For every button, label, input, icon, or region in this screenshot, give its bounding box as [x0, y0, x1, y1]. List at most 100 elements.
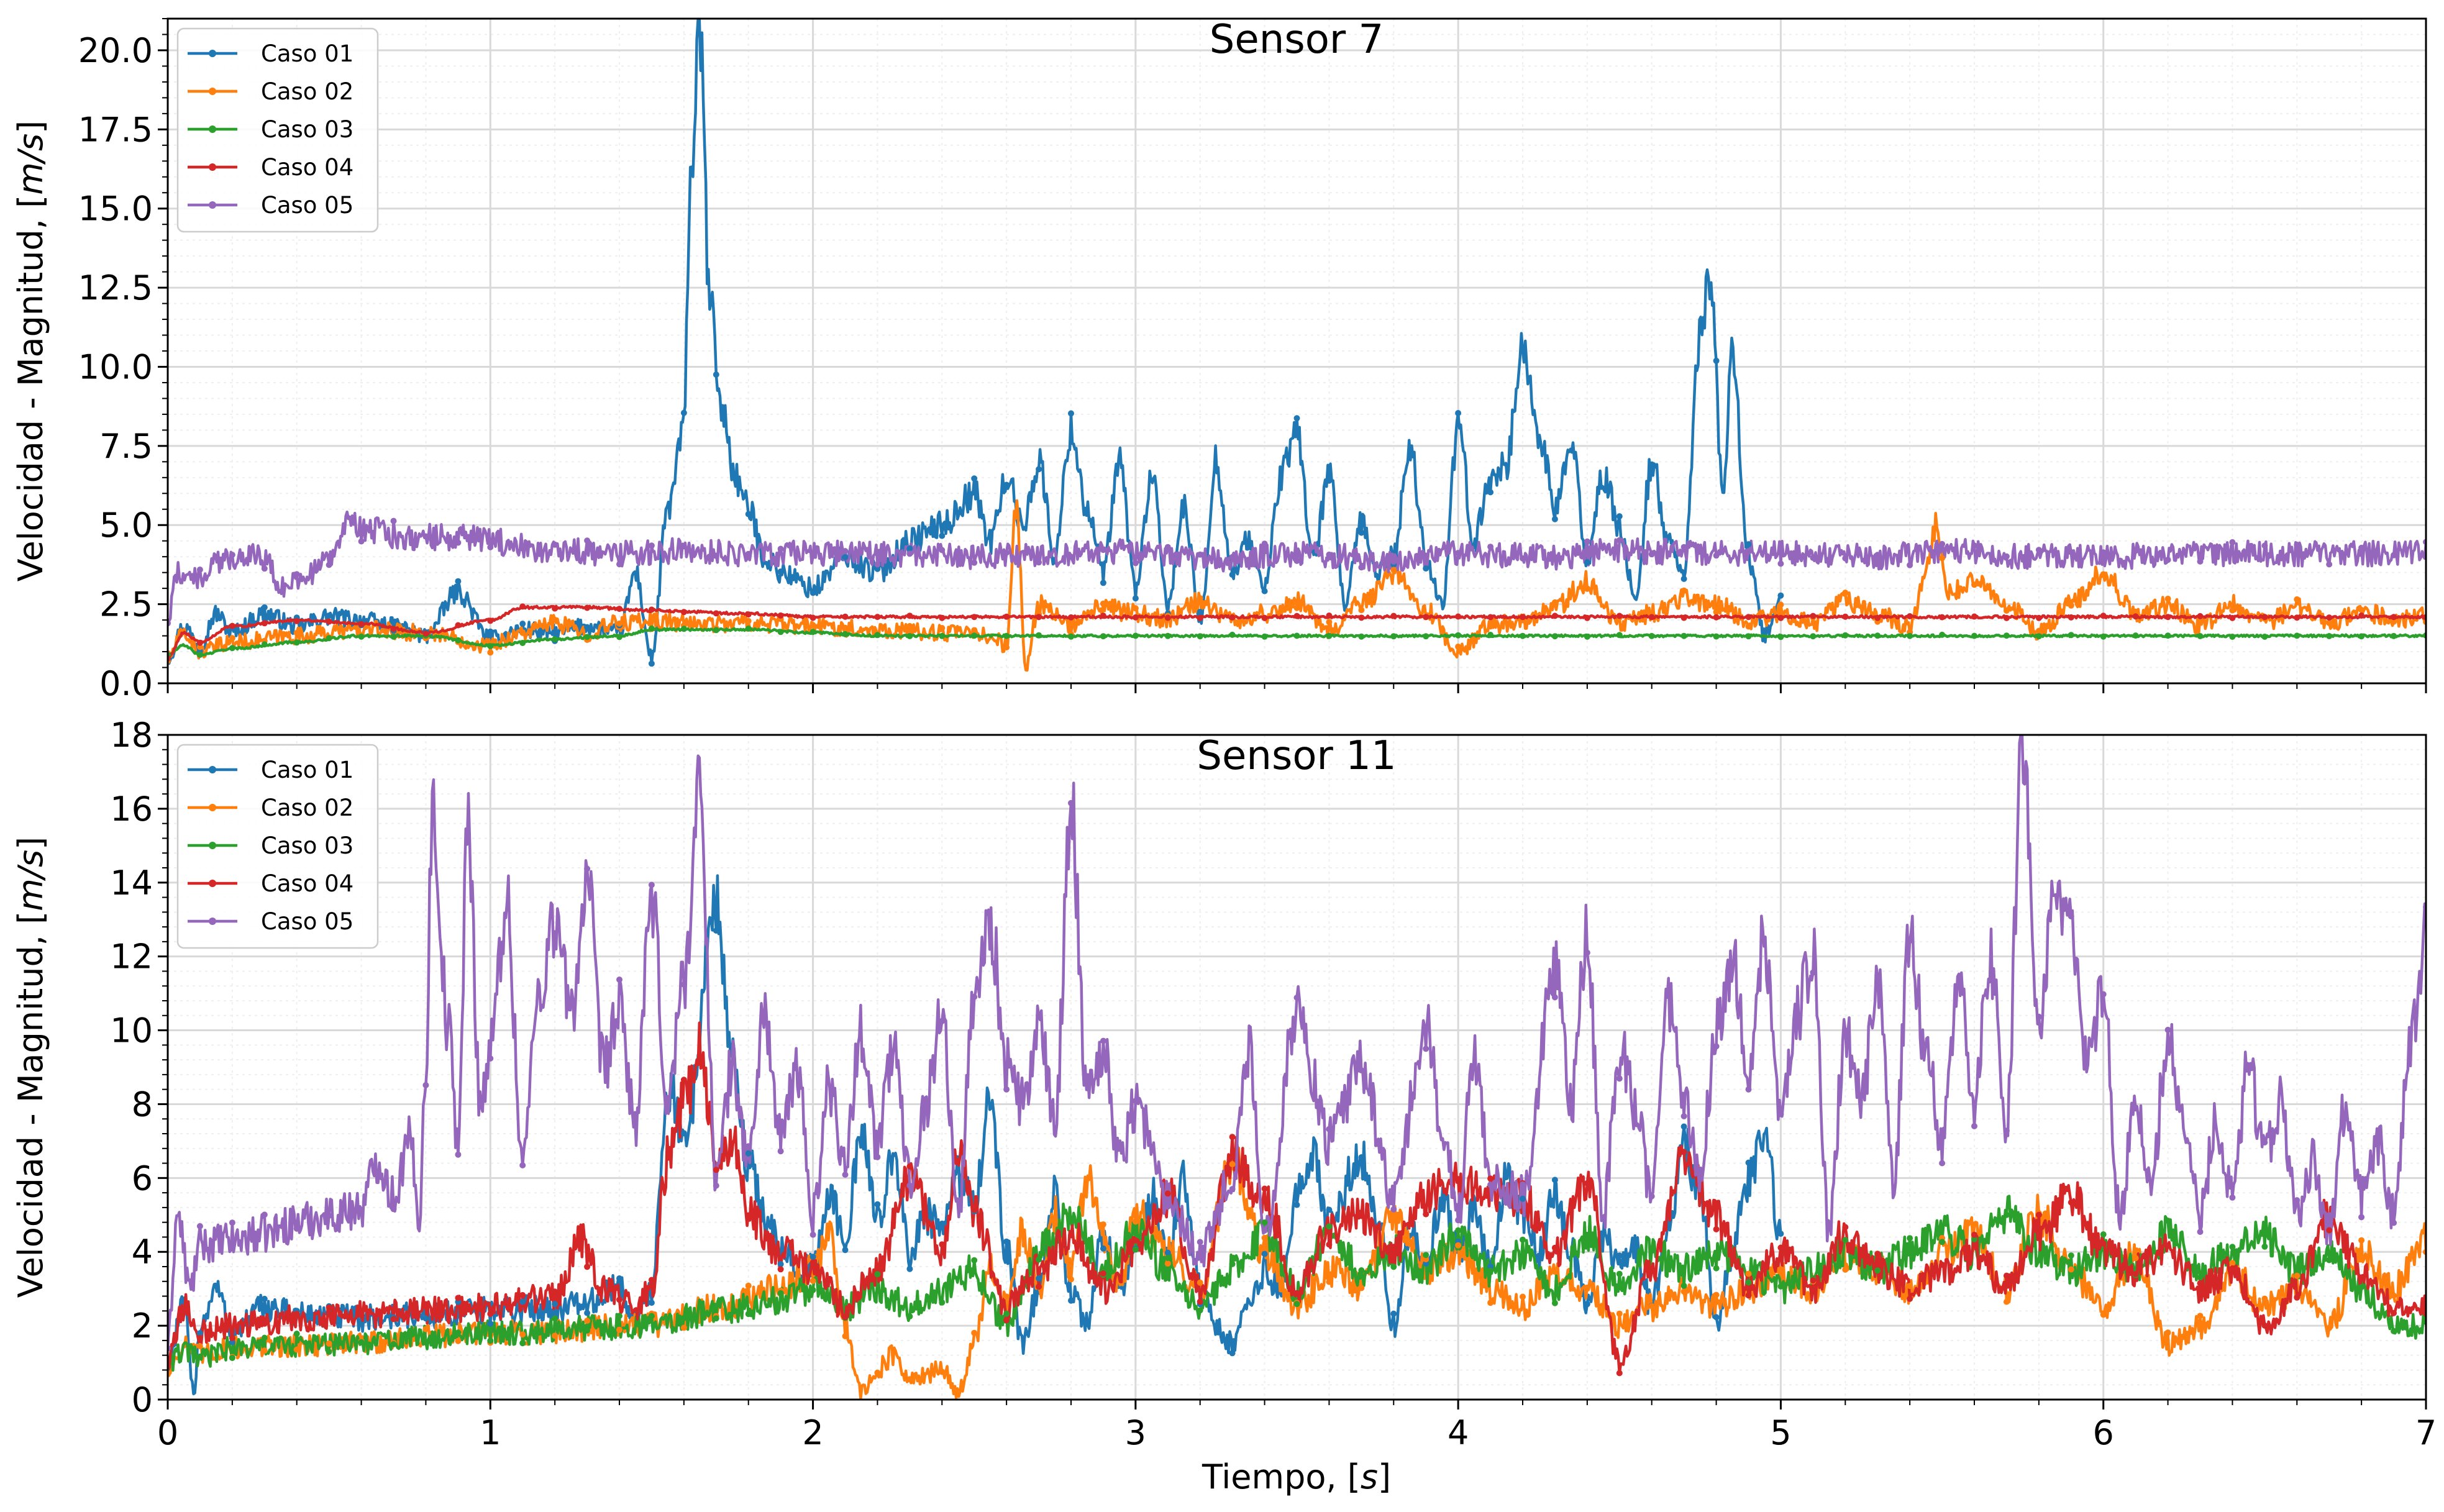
series-marker [1100, 1221, 1106, 1228]
sensor-11-series-markers [168, 799, 2426, 1383]
series-marker [1132, 614, 1139, 621]
series-marker [1455, 632, 1462, 639]
series-marker [2229, 614, 2236, 621]
series-marker [1713, 1265, 1720, 1272]
series-marker [777, 568, 784, 575]
series-marker [1229, 553, 1236, 560]
series-marker [939, 1220, 946, 1227]
legend-entry-label: Caso 05 [261, 192, 353, 219]
series-marker [1197, 551, 1203, 558]
series-marker [906, 1313, 913, 1320]
sensor-7-y-tick-label: 12.5 [78, 268, 153, 307]
x-tick-label: 4 [1448, 1413, 1469, 1452]
series-marker [487, 628, 494, 635]
series-marker [842, 1172, 849, 1178]
series-marker [745, 511, 752, 517]
series-marker [1680, 1123, 1687, 1130]
series-marker [1423, 552, 1429, 559]
series-marker [680, 543, 687, 550]
series-marker [229, 1355, 235, 1361]
series-marker [809, 1231, 816, 1238]
series-marker [1842, 613, 1849, 620]
x-tick-label: 1 [480, 1413, 501, 1452]
series-marker [584, 1264, 591, 1270]
series-marker [842, 624, 849, 631]
series-marker [390, 1341, 397, 1347]
sensor-7-title: Sensor 7 [1210, 17, 1384, 63]
series-marker [777, 612, 784, 619]
series-marker [713, 552, 719, 559]
series-marker [1584, 614, 1590, 621]
series-marker [1326, 551, 1333, 558]
series-marker [1229, 572, 1236, 578]
sensor-11-y-tick-label: 10 [110, 1011, 153, 1050]
series-marker [1971, 632, 1977, 639]
series-marker [2164, 1329, 2171, 1336]
series-marker [1358, 614, 1365, 621]
series-marker [842, 548, 849, 555]
series-marker [1487, 1300, 1494, 1306]
series-marker [487, 544, 494, 550]
series-marker [1939, 1261, 1946, 1268]
series-marker [1293, 632, 1300, 639]
series-marker [2326, 561, 2333, 568]
series-marker [2326, 1257, 2333, 1264]
series-marker [584, 1318, 591, 1324]
series-marker [1648, 551, 1655, 558]
series-marker [939, 632, 946, 639]
series-marker [196, 1330, 203, 1337]
series-marker [1358, 633, 1365, 640]
series-marker [1455, 1242, 1462, 1249]
series-marker [1939, 631, 1946, 638]
series-marker [906, 1376, 913, 1383]
series-marker [2068, 602, 2074, 609]
sensor-11-title: Sensor 11 [1197, 733, 1396, 779]
series-marker [2164, 614, 2171, 621]
series-marker [680, 1077, 687, 1083]
sensor-11-y-tick-label: 6 [132, 1159, 153, 1198]
series-marker [358, 621, 365, 627]
series-marker [1261, 1219, 1268, 1226]
series-marker [1229, 1161, 1236, 1168]
series-marker [519, 640, 526, 646]
sensor-11-y-tick-label: 0 [132, 1380, 153, 1419]
series-marker [809, 1254, 816, 1260]
series-marker [1842, 1224, 1849, 1231]
series-marker [196, 1223, 203, 1229]
series-marker [1584, 538, 1590, 545]
series-marker [1036, 466, 1042, 473]
series-marker [1423, 1252, 1429, 1259]
series-marker [2358, 544, 2365, 551]
series-marker [1648, 1247, 1655, 1254]
series-marker [1874, 972, 1881, 979]
series-marker [1358, 607, 1365, 614]
series-marker [616, 1326, 622, 1333]
series-marker [196, 567, 203, 573]
series-marker [1036, 614, 1042, 621]
series-marker [1455, 613, 1462, 620]
series-marker [2100, 1231, 2107, 1238]
series-marker [874, 1154, 881, 1160]
series-marker [1455, 1217, 1462, 1224]
series-marker [1036, 1283, 1042, 1290]
series-marker [2261, 1295, 2268, 1302]
series-marker [2294, 632, 2300, 639]
series-marker [1648, 461, 1655, 468]
series-marker [1100, 633, 1106, 640]
series-marker [2358, 1214, 2365, 1221]
series-marker [680, 1314, 687, 1321]
sensor-11-legend: Caso 01 Caso 02 Caso 03 Caso 04 Caso 05 [176, 744, 379, 949]
series-marker [1261, 1250, 1268, 1257]
series-marker [2294, 1197, 2300, 1204]
series-marker [519, 545, 526, 552]
series-marker [1326, 632, 1333, 639]
series-marker [1390, 567, 1397, 573]
series-marker [390, 1206, 397, 1213]
series-marker [2294, 614, 2300, 621]
series-marker [874, 1201, 881, 1208]
series-marker [2261, 614, 2268, 621]
series-marker [1036, 559, 1042, 566]
series-marker [2035, 1211, 2042, 1218]
series-marker [261, 1211, 268, 1218]
series-marker [1842, 1266, 1849, 1273]
